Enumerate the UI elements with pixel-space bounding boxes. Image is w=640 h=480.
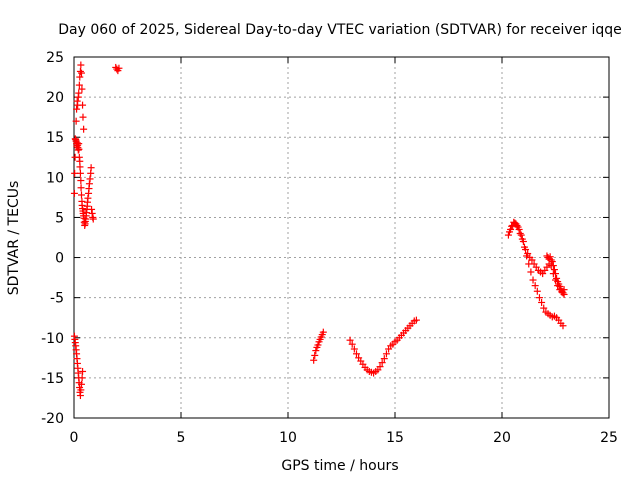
data-point bbox=[533, 287, 541, 295]
data-point bbox=[75, 89, 83, 97]
y-tick-label: -10 bbox=[41, 331, 64, 347]
data-point bbox=[527, 268, 535, 276]
y-tick-label: 15 bbox=[46, 130, 64, 146]
data-point bbox=[380, 355, 388, 363]
data-point bbox=[378, 359, 386, 367]
data-point bbox=[516, 229, 524, 237]
data-point bbox=[73, 105, 81, 113]
data-point bbox=[78, 85, 86, 93]
data-point bbox=[76, 73, 84, 81]
data-point bbox=[514, 223, 522, 231]
data-point bbox=[559, 322, 567, 330]
y-tick-label: -5 bbox=[50, 291, 64, 307]
data-point bbox=[517, 231, 525, 239]
data-point bbox=[76, 163, 84, 171]
data-point bbox=[547, 256, 555, 264]
data-point bbox=[548, 258, 556, 266]
data-point bbox=[75, 145, 83, 153]
axes: -20 -15 -10 -5 0 5 10 15 20 25 0 5 10 15 20 25 bbox=[41, 50, 618, 446]
data-point bbox=[77, 69, 85, 77]
y-tick-label: 0 bbox=[55, 251, 64, 267]
data-point bbox=[520, 243, 528, 251]
data-point bbox=[89, 215, 97, 223]
x-tick-label: 0 bbox=[70, 430, 79, 446]
data-point bbox=[85, 180, 93, 188]
grid-lines bbox=[74, 57, 609, 418]
data-point bbox=[77, 386, 85, 394]
data-point bbox=[523, 252, 531, 260]
data-point bbox=[538, 298, 546, 306]
data-point bbox=[560, 286, 568, 294]
data-point bbox=[77, 380, 85, 388]
data-point bbox=[549, 262, 557, 270]
data-point bbox=[80, 125, 88, 133]
plot-frame bbox=[73, 56, 610, 419]
data-point bbox=[77, 184, 85, 192]
data-point bbox=[346, 336, 354, 344]
data-point bbox=[505, 228, 513, 236]
data-point bbox=[552, 270, 559, 278]
y-tick-label: -20 bbox=[41, 411, 64, 427]
data-point bbox=[518, 235, 526, 243]
data-point bbox=[528, 256, 536, 264]
data-point bbox=[553, 274, 561, 282]
data-point bbox=[72, 117, 80, 125]
data-point bbox=[412, 316, 420, 324]
data-point bbox=[513, 221, 521, 229]
data-point bbox=[77, 61, 85, 69]
data-point bbox=[79, 101, 87, 109]
data-point bbox=[88, 205, 96, 213]
y-tick-label: 20 bbox=[46, 90, 64, 106]
data-point bbox=[79, 113, 87, 121]
data-point bbox=[350, 345, 358, 353]
data-point bbox=[348, 340, 356, 348]
data-point bbox=[531, 282, 539, 290]
y-axis-label: SDTVAR / TECUs bbox=[6, 181, 22, 296]
data-point bbox=[382, 350, 390, 358]
data-point bbox=[559, 289, 567, 297]
data-point bbox=[115, 64, 123, 72]
data-point bbox=[540, 304, 548, 312]
data-point bbox=[376, 363, 384, 371]
data-point bbox=[319, 328, 327, 336]
x-axis-label: GPS time / hours bbox=[281, 458, 398, 474]
data-point bbox=[86, 175, 94, 183]
data-point bbox=[314, 341, 322, 349]
data-point bbox=[79, 367, 87, 375]
data-point bbox=[76, 67, 84, 75]
data-point bbox=[88, 209, 96, 217]
y-tick-label: 10 bbox=[46, 170, 64, 186]
data-points bbox=[70, 61, 568, 400]
data-point bbox=[77, 191, 85, 199]
y-tick-label: -15 bbox=[41, 371, 64, 387]
data-point bbox=[550, 266, 558, 274]
data-point bbox=[508, 222, 516, 230]
data-point bbox=[352, 350, 360, 358]
data-point bbox=[311, 351, 319, 359]
x-tick-label: 20 bbox=[493, 430, 511, 446]
data-point bbox=[310, 356, 318, 364]
data-point bbox=[546, 253, 554, 261]
data-point bbox=[70, 189, 78, 197]
data-point bbox=[504, 231, 512, 239]
data-point bbox=[525, 260, 533, 268]
data-point bbox=[312, 347, 320, 355]
y-tick-label: 5 bbox=[55, 210, 64, 226]
x-tick-label: 25 bbox=[600, 430, 618, 446]
y-tick-label: 25 bbox=[46, 50, 64, 66]
x-tick-label: 10 bbox=[279, 430, 297, 446]
data-point bbox=[529, 276, 537, 284]
data-point bbox=[76, 169, 84, 177]
x-tick-label: 15 bbox=[386, 430, 404, 446]
data-point bbox=[78, 374, 86, 382]
chart-title: Day 060 of 2025, Sidereal Day-to-day VTE… bbox=[58, 22, 622, 38]
data-point bbox=[87, 164, 95, 172]
data-point bbox=[74, 146, 82, 154]
data-point bbox=[77, 177, 85, 185]
x-tick-label: 5 bbox=[177, 430, 186, 446]
data-point bbox=[75, 81, 83, 89]
data-point bbox=[84, 194, 92, 202]
data-point bbox=[535, 294, 543, 302]
